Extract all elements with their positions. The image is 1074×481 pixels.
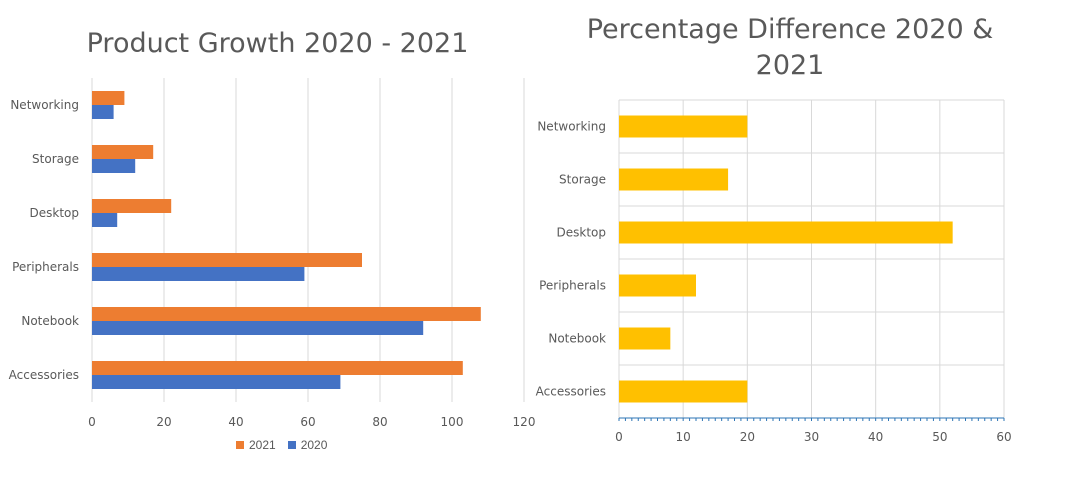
x-tick-label: 40 <box>868 430 883 444</box>
legend-swatch-2020 <box>287 441 296 449</box>
bar-storage <box>619 168 729 191</box>
bar-accessories-2020 <box>92 375 341 389</box>
bar-networking <box>619 115 748 138</box>
legend-label-2020: 2020 <box>300 438 328 452</box>
y-tick-label-desktop: Desktop <box>557 226 607 240</box>
bar-accessories <box>619 380 748 403</box>
percentage-difference-plot: 0 10 20 30 40 50 60 Networking Storage Desktop Per… <box>536 99 1012 444</box>
bar-peripherals <box>619 274 696 297</box>
bar-networking-2021 <box>92 91 125 105</box>
chart-title: Percentage Difference 2020 & 2021 <box>586 14 994 81</box>
y-tick-label-storage: Storage <box>32 152 79 166</box>
bar-peripherals-2020 <box>92 267 305 281</box>
y-tick-label-networking: Networking <box>537 120 606 134</box>
legend-swatch-2021 <box>236 441 244 449</box>
legend: 2021 2020 <box>236 438 327 452</box>
legend-item-2020: 2020 <box>287 438 328 452</box>
y-tick-label-storage: Storage <box>559 173 606 187</box>
y-tick-label-notebook: Notebook <box>548 332 606 346</box>
product-growth-plot: 0 20 40 60 80 100 120 Networking Storage Desktop P… <box>9 78 536 429</box>
bar-accessories-2021 <box>92 361 463 375</box>
bar-notebook-2021 <box>92 307 481 321</box>
x-tick-label: 0 <box>88 415 96 429</box>
bar-notebook-2020 <box>92 321 424 335</box>
x-tick-label: 80 <box>372 415 387 429</box>
chart-title: Product Growth 2020 - 2021 <box>86 28 469 59</box>
x-tick-label: 30 <box>804 430 819 444</box>
legend-item-2021: 2021 <box>236 438 276 452</box>
x-tick-label: 100 <box>441 415 464 429</box>
y-tick-label-peripherals: Peripherals <box>539 279 606 293</box>
x-tick-label: 60 <box>996 430 1011 444</box>
percentage-difference-chart: 0 10 20 30 40 50 60 Networking Storage Desktop Per… <box>530 0 1074 476</box>
x-tick-label: 40 <box>228 415 243 429</box>
y-tick-label-peripherals: Peripherals <box>12 260 79 274</box>
bar-storage-2021 <box>92 145 154 159</box>
x-tick-label: 120 <box>513 415 536 429</box>
bar-desktop <box>619 221 953 244</box>
x-tick-label: 0 <box>615 430 623 444</box>
product-growth-chart: Product Growth 2020 - 2021 0 20 40 60 80 100 1… <box>0 0 540 476</box>
bar-desktop-2020 <box>92 213 118 227</box>
y-tick-label-networking: Networking <box>10 98 79 112</box>
bar-storage-2020 <box>92 159 136 173</box>
x-tick-label: 20 <box>156 415 171 429</box>
y-tick-label-accessories: Accessories <box>536 385 606 399</box>
x-tick-label: 20 <box>740 430 755 444</box>
legend-label-2021: 2021 <box>249 438 276 452</box>
bar-peripherals-2021 <box>92 253 362 267</box>
y-tick-label-notebook: Notebook <box>21 314 79 328</box>
bar-desktop-2021 <box>92 199 172 213</box>
bar-notebook <box>619 327 671 350</box>
y-tick-label-desktop: Desktop <box>30 206 80 220</box>
x-tick-label: 50 <box>932 430 947 444</box>
bar-networking-2020 <box>92 105 114 119</box>
x-tick-label: 10 <box>676 430 691 444</box>
x-tick-label: 60 <box>300 415 315 429</box>
y-tick-label-accessories: Accessories <box>9 368 79 382</box>
